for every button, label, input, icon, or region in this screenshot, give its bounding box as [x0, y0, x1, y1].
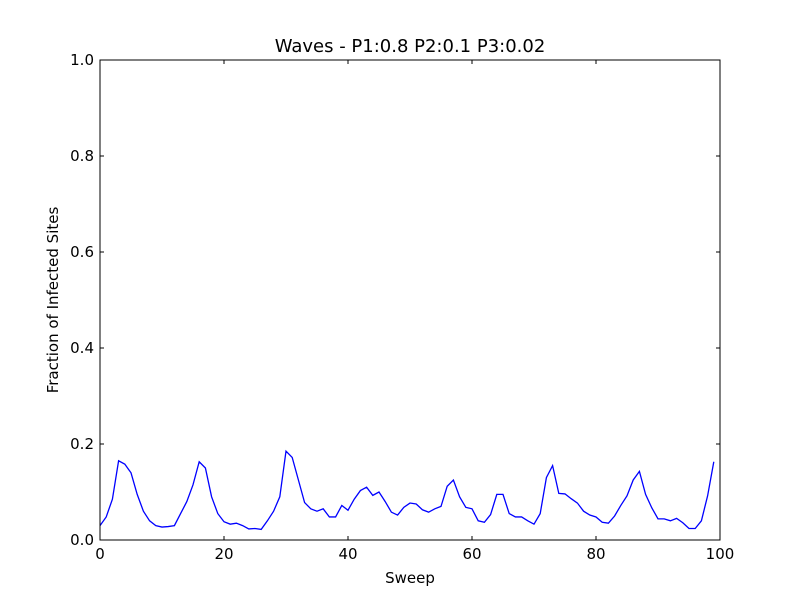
x-axis-label: Sweep [385, 569, 435, 587]
y-tick-label: 0.6 [70, 243, 94, 261]
x-axis-ticks: 0 20 40 60 80 100 [95, 60, 734, 563]
plot-area [99, 59, 721, 541]
plot-frame [99, 59, 721, 541]
x-tick-label: 40 [338, 545, 357, 563]
y-tick-label: 0.0 [70, 531, 94, 549]
x-tick-label: 20 [214, 545, 233, 563]
y-tick-label: 1.0 [70, 51, 94, 69]
x-tick-label: 0 [95, 545, 105, 563]
series-line [99, 449, 715, 531]
y-tick-label: 0.8 [70, 147, 94, 165]
y-tick-label: 0.2 [70, 435, 94, 453]
y-tick-label: 0.4 [70, 339, 94, 357]
y-axis-ticks: 0.0 0.2 0.4 0.6 0.8 1.0 [70, 51, 720, 549]
y-axis-label: Fraction of Infected Sites [44, 207, 62, 394]
chart-title: Waves - P1:0.8 P2:0.1 P3:0.02 [275, 36, 546, 57]
x-tick-label: 100 [706, 545, 735, 563]
x-tick-label: 80 [586, 545, 605, 563]
x-tick-label: 60 [462, 545, 481, 563]
